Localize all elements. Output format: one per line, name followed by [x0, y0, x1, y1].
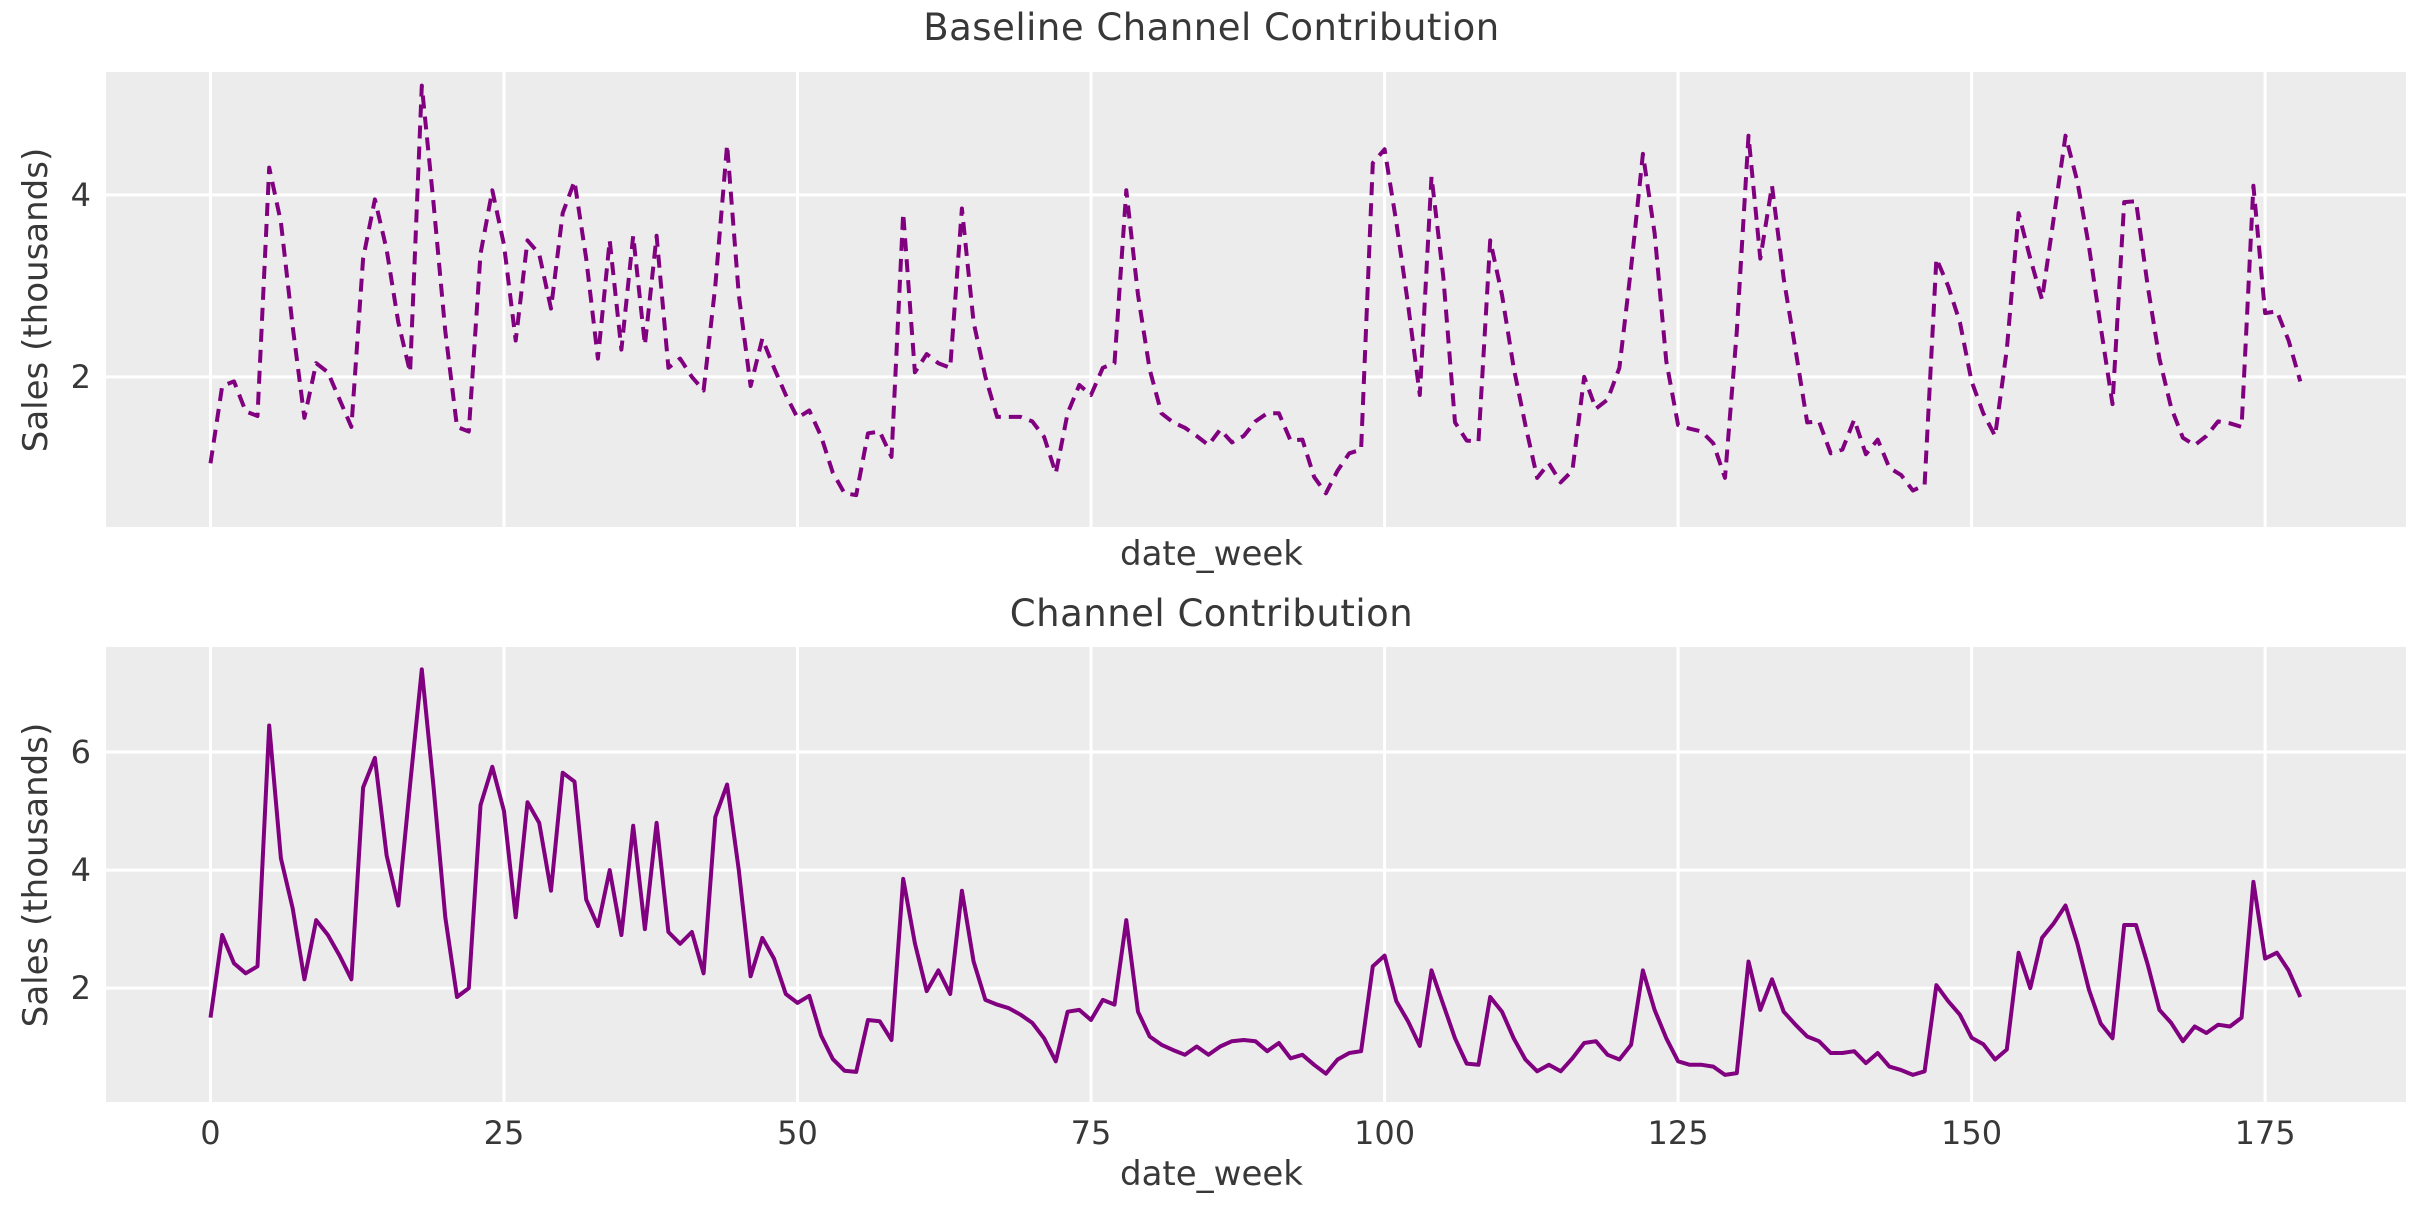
x-tick-label: 25: [484, 1114, 525, 1152]
y-tick-label: 6: [71, 733, 91, 771]
channel-contribution-subplot: 2 4 6 0 25 50 75 100 125 150 175: [71, 647, 2406, 1152]
y-tick-label: 2: [71, 969, 91, 1007]
plot-area: [106, 647, 2406, 1102]
x-tick-label: 50: [777, 1114, 818, 1152]
x-tick-label: 150: [1941, 1114, 2002, 1152]
plot-area: [106, 72, 2406, 527]
y-tick-label: 2: [71, 358, 91, 396]
y-tick-label: 4: [71, 176, 91, 214]
x-axis-label-baseline: date_week: [1120, 534, 1303, 574]
baseline-channel-contribution-series-line: [208, 83, 2303, 498]
x-tick-label: 100: [1354, 1114, 1415, 1152]
baseline-channel-contribution-subplot: 24: [71, 72, 2406, 527]
y-axis-label-channel: Sales (thousands): [16, 722, 56, 1028]
x-tick-label: 0: [200, 1114, 220, 1152]
y-axis-label-baseline: Sales (thousands): [16, 147, 56, 453]
channel-contribution-series-line: [208, 667, 2303, 1077]
x-tick-label: 175: [2235, 1114, 2296, 1152]
x-tick-label: 75: [1071, 1114, 1112, 1152]
x-axis-label-channel: date_week: [1120, 1154, 1303, 1194]
chart-title-channel: Channel Contribution: [1009, 592, 1414, 635]
chart-title-baseline: Baseline Channel Contribution: [923, 6, 1500, 49]
x-tick-label: 125: [1648, 1114, 1709, 1152]
y-tick-label: 4: [71, 851, 91, 889]
